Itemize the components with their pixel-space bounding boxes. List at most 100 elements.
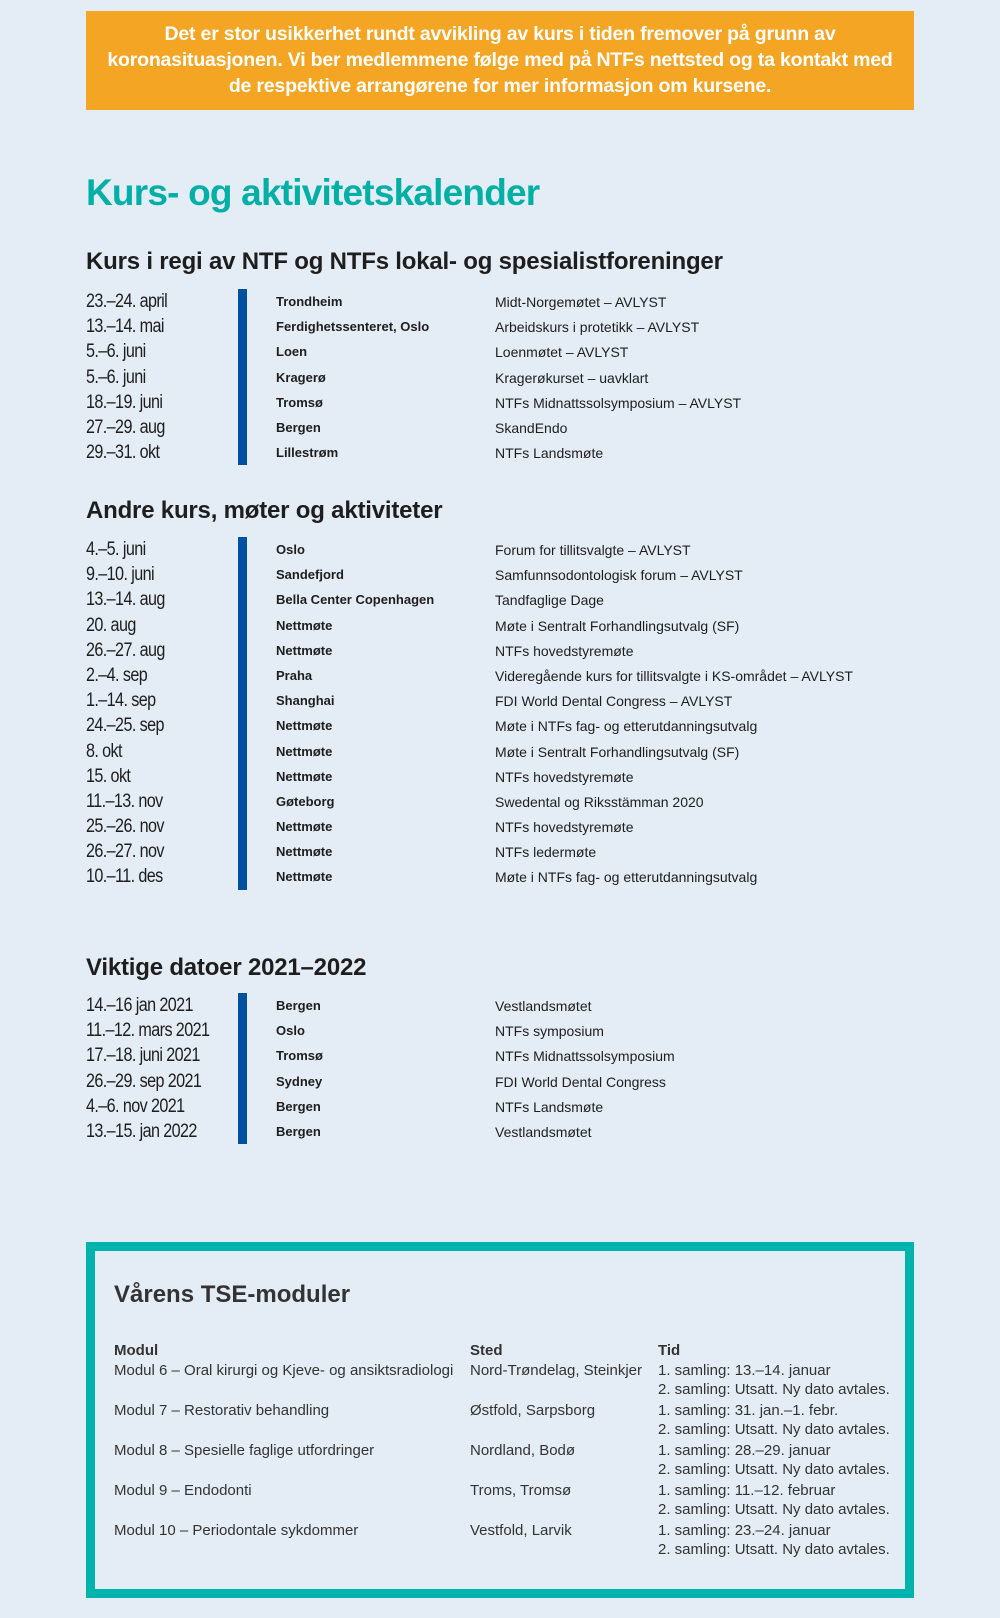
event-place: Trondheim [276, 294, 343, 309]
calendar-row: 23.–24. april Trondheim Midt-Norgemøtet – … [86, 289, 886, 314]
event-place: Oslo [276, 1023, 305, 1039]
event-place: Oslo [276, 542, 305, 557]
calendar-row: 17.–18. juni 2021 Tromsø NTFs Midnattssols… [86, 1043, 886, 1068]
calendar-row: 5.–6. juni Kragerø Kragerøkurset – uavklar… [86, 365, 886, 390]
event-date: 4.–6. nov 2021 [86, 1095, 185, 1117]
event-name: Møte i NTFs fag- og etterutdanningsutval… [495, 718, 758, 735]
event-date: 1.–14. sep [86, 690, 156, 712]
tse-samling-2: 2. samling: Utsatt. Ny dato avtales. [658, 1541, 890, 1558]
event-place: Bella Center Copenhagen [276, 592, 435, 608]
event-name: NTFs ledermøte [495, 844, 597, 861]
event-place: Nettmøte [276, 869, 333, 885]
event-name: NTFs symposium [495, 1023, 604, 1040]
event-place: Nettmøte [276, 743, 333, 759]
tse-sted: Østfold, Sarpsborg [470, 1402, 596, 1419]
tse-samling-1: 1. samling: 13.–14. januar [658, 1362, 831, 1379]
tse-tid: 1. samling: 11.–12. februar 2. samling: U… [658, 1481, 890, 1521]
event-date: 10.–11. des [86, 866, 163, 888]
event-place: Nettmøte [276, 768, 333, 784]
tse-modul: Modul 9 – Endodonti [114, 1482, 252, 1499]
tse-row: Modul 7 – Restorativ behandling Østfold, … [114, 1401, 890, 1441]
divider-bar [238, 289, 247, 466]
event-place: Nettmøte [276, 844, 333, 860]
page-title: Kurs- og aktivitetskalender [86, 172, 540, 213]
section-heading-viktige: Viktige datoer 2021–2022 [86, 954, 367, 981]
calendar-row: 26.–27. nov Nettmøte NTFs ledermøte [86, 839, 886, 864]
event-place: Bergen [276, 419, 321, 435]
event-date: 8. okt [86, 740, 123, 762]
event-name: Vestlandsmøtet [495, 1123, 592, 1140]
event-date: 27.–29. aug [86, 416, 165, 438]
event-name: NTFs Landsmøte [495, 445, 604, 462]
event-name: NTFs Landsmøte [495, 1098, 604, 1115]
tse-box: Vårens TSE-moduler Modul Sted Tid Modul … [86, 1242, 914, 1598]
tse-tid: 1. samling: 23.–24. januar 2. samling: Ut… [658, 1521, 890, 1561]
tse-samling-2: 2. samling: Utsatt. Ny dato avtales. [658, 1421, 890, 1438]
event-name: Loenmøtet – AVLYST [495, 344, 629, 361]
calendar-row: 26.–29. sep 2021 Sydney FDI World Dental C… [86, 1069, 886, 1094]
event-date: 9.–10. juni [86, 564, 155, 586]
calendar-row: 8. okt Nettmøte Møte i Sentralt Forhandlin… [86, 739, 886, 764]
calendar-row: 27.–29. aug Bergen SkandEndo [86, 415, 886, 440]
event-name: Møte i NTFs fag- og etterutdanningsutval… [495, 869, 758, 886]
calendar-row: 11.–12. mars 2021 Oslo NTFs symposium [86, 1018, 886, 1043]
section-heading-ntf: Kurs i regi av NTF og NTFs lokal- og spe… [86, 248, 723, 275]
event-place: Bergen [276, 1098, 321, 1114]
tse-row: Modul 10 – Periodontale sykdommer Vestfol… [114, 1521, 890, 1561]
calendar-row: 1.–14. sep Shanghai FDI World Dental Congr… [86, 688, 886, 713]
notice-banner: Det er stor usikkerhet rundt avvikling a… [86, 11, 914, 110]
event-date: 11.–12. mars 2021 [86, 1020, 210, 1042]
calendar-row: 5.–6. juni Loen Loenmøtet – AVLYST [86, 339, 886, 364]
calendar-row: 14.–16 jan 2021 Bergen Vestlandsmøtet [86, 993, 886, 1018]
calendar-row: 2.–4. sep Praha Videregående kurs for till… [86, 663, 886, 688]
calendar-row: 24.–25. sep Nettmøte Møte i NTFs fag- og e… [86, 713, 886, 738]
tse-sted: Nordland, Bodø [470, 1442, 576, 1459]
section-ntf: 23.–24. april Trondheim Midt-Norgemøtet – … [86, 289, 886, 466]
calendar-row: 11.–13. nov Gøteborg Swedental og Riksstäm… [86, 789, 886, 814]
event-name: Swedental og Riksstämman 2020 [495, 793, 704, 810]
divider-bar [238, 993, 247, 1145]
calendar-row: 25.–26. nov Nettmøte NTFs hovedstyremøte [86, 814, 886, 839]
event-name: NTFs Midnattssolsymposium [495, 1048, 675, 1065]
event-date: 5.–6. juni [86, 341, 146, 363]
event-place: Sandefjord [276, 567, 344, 583]
event-place: Kragerø [276, 369, 326, 385]
event-name: NTFs hovedstyremøte [495, 768, 634, 785]
event-name: SkandEndo [495, 419, 568, 436]
event-date: 26.–27. nov [86, 841, 164, 863]
event-place: Ferdighetssenteret, Oslo [276, 319, 430, 335]
tse-samling-1: 1. samling: 11.–12. februar [658, 1482, 836, 1499]
event-place: Shanghai [276, 693, 335, 709]
tse-sted: Nord-Trøndelag, Steinkjer [470, 1362, 643, 1379]
event-name: FDI World Dental Congress – AVLYST [495, 693, 733, 710]
event-place: Nettmøte [276, 819, 333, 835]
event-date: 17.–18. juni 2021 [86, 1045, 200, 1067]
tse-row: Modul 9 – Endodonti Troms, Tromsø 1. samli… [114, 1481, 890, 1521]
event-date: 4.–5. juni [86, 539, 146, 560]
tse-row: Modul 8 – Spesielle faglige utfordringer… [114, 1441, 890, 1481]
tse-samling-1: 1. samling: 28.–29. januar [658, 1442, 831, 1459]
event-date: 25.–26. nov [86, 816, 164, 838]
tse-modul: Modul 8 – Spesielle faglige utfordringer [114, 1442, 375, 1459]
event-date: 15. okt [86, 765, 131, 787]
event-date: 26.–27. aug [86, 639, 165, 661]
event-date: 13.–14. mai [86, 316, 164, 338]
event-date: 24.–25. sep [86, 715, 164, 737]
tse-modul: Modul 7 – Restorativ behandling [114, 1402, 330, 1419]
event-place: Loen [276, 344, 308, 360]
event-date: 5.–6. juni [86, 366, 146, 388]
calendar-row: 13.–14. aug Bella Center Copenhagen Tandfa… [86, 587, 886, 612]
event-date: 14.–16 jan 2021 [86, 995, 194, 1016]
event-place: Nettmøte [276, 617, 333, 633]
col-header-sted: Sted [470, 1341, 503, 1359]
tse-tid: 1. samling: 28.–29. januar 2. samling: Ut… [658, 1441, 890, 1481]
tse-modul: Modul 10 – Periodontale sykdommer [114, 1522, 359, 1539]
calendar-row: 9.–10. juni Sandefjord Samfunnsodontologis… [86, 562, 886, 587]
calendar-row: 4.–5. juni Oslo Forum for tillitsvalgte – … [86, 537, 886, 562]
tse-samling-2: 2. samling: Utsatt. Ny dato avtales. [658, 1461, 890, 1478]
tse-samling-1: 1. samling: 23.–24. januar [658, 1522, 831, 1539]
section-heading-andre: Andre kurs, møter og aktiviteter [86, 497, 443, 524]
event-name: Midt-Norgemøtet – AVLYST [495, 294, 667, 310]
event-date: 2.–4. sep [86, 664, 148, 686]
calendar-row: 26.–27. aug Nettmøte NTFs hovedstyremøte [86, 638, 886, 663]
